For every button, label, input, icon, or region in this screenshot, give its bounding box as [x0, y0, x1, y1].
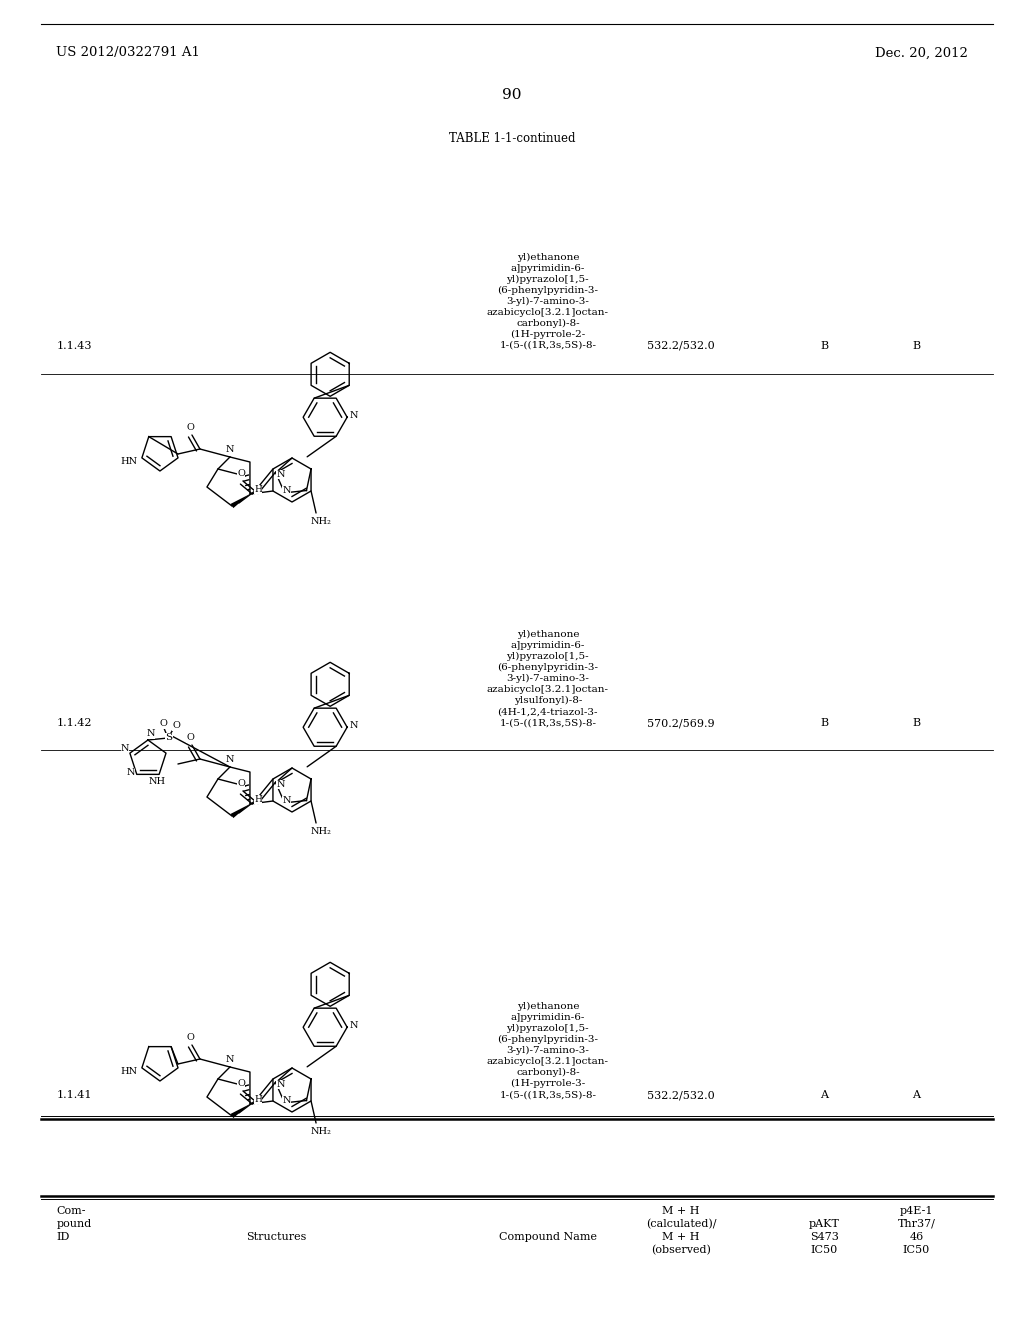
Text: yl)pyrazolo[1,5-: yl)pyrazolo[1,5- — [507, 1024, 589, 1034]
Text: 1.1.43: 1.1.43 — [56, 341, 92, 351]
Text: A: A — [912, 1090, 921, 1101]
Text: 90: 90 — [502, 88, 522, 102]
Text: B: B — [820, 341, 828, 351]
Text: N: N — [225, 1055, 234, 1064]
Text: (observed): (observed) — [651, 1245, 711, 1255]
Text: O: O — [237, 469, 245, 478]
Text: O: O — [186, 734, 194, 742]
Text: B: B — [912, 341, 921, 351]
Text: N: N — [350, 721, 358, 730]
Text: N: N — [276, 1080, 285, 1089]
Text: N: N — [146, 730, 156, 738]
Text: 1-(5-((1R,3s,5S)-8-: 1-(5-((1R,3s,5S)-8- — [500, 341, 596, 350]
Text: O: O — [186, 1034, 194, 1043]
Text: N: N — [283, 1097, 291, 1105]
Text: 46: 46 — [909, 1232, 924, 1242]
Text: NH₂: NH₂ — [310, 516, 332, 525]
Text: 532.2/532.0: 532.2/532.0 — [647, 341, 715, 351]
Text: HN: HN — [121, 1068, 138, 1077]
Text: p4E-1: p4E-1 — [900, 1206, 933, 1216]
Text: azabicyclo[3.2.1]octan-: azabicyclo[3.2.1]octan- — [486, 308, 609, 317]
Text: Com-: Com- — [56, 1206, 86, 1216]
Text: Structures: Structures — [247, 1232, 306, 1242]
Text: O: O — [237, 1078, 245, 1088]
Text: S: S — [166, 733, 172, 742]
Polygon shape — [230, 494, 250, 508]
Text: H: H — [254, 795, 262, 804]
Text: carbonyl)-8-: carbonyl)-8- — [516, 1068, 580, 1077]
Polygon shape — [230, 1104, 250, 1118]
Text: Compound Name: Compound Name — [499, 1232, 597, 1242]
Text: N: N — [276, 470, 285, 479]
Text: N: N — [350, 1020, 358, 1030]
Text: Thr37/: Thr37/ — [898, 1218, 935, 1229]
Text: azabicyclo[3.2.1]octan-: azabicyclo[3.2.1]octan- — [486, 1057, 609, 1067]
Text: N: N — [283, 796, 291, 805]
Text: IC50: IC50 — [811, 1245, 838, 1255]
Text: N: N — [127, 768, 135, 777]
Text: M + H: M + H — [663, 1206, 699, 1216]
Text: N: N — [276, 780, 285, 789]
Text: O: O — [237, 779, 245, 788]
Text: B: B — [820, 718, 828, 729]
Polygon shape — [230, 804, 250, 818]
Text: yl)ethanone: yl)ethanone — [516, 1002, 580, 1011]
Text: NH₂: NH₂ — [310, 826, 332, 836]
Text: A: A — [820, 1090, 828, 1101]
Text: S473: S473 — [810, 1232, 839, 1242]
Text: H: H — [254, 484, 262, 494]
Text: (6-phenylpyridin-3-: (6-phenylpyridin-3- — [498, 285, 598, 294]
Text: Dec. 20, 2012: Dec. 20, 2012 — [874, 46, 968, 59]
Text: N: N — [225, 755, 234, 763]
Text: N: N — [225, 445, 234, 454]
Text: 1.1.41: 1.1.41 — [56, 1090, 92, 1101]
Text: 1-(5-((1R,3s,5S)-8-: 1-(5-((1R,3s,5S)-8- — [500, 718, 596, 727]
Text: H: H — [254, 1094, 262, 1104]
Text: azabicyclo[3.2.1]octan-: azabicyclo[3.2.1]octan- — [486, 685, 609, 694]
Text: 570.2/569.9: 570.2/569.9 — [647, 718, 715, 729]
Text: 3-yl)-7-amino-3-: 3-yl)-7-amino-3- — [507, 1047, 589, 1056]
Text: O: O — [172, 722, 180, 730]
Text: a]pyrimidin-6-: a]pyrimidin-6- — [511, 1014, 585, 1022]
Text: (4H-1,2,4-triazol-3-: (4H-1,2,4-triazol-3- — [498, 708, 598, 715]
Text: (6-phenylpyridin-3-: (6-phenylpyridin-3- — [498, 663, 598, 672]
Text: (1H-pyrrole-2-: (1H-pyrrole-2- — [510, 330, 586, 339]
Text: yl)ethanone: yl)ethanone — [516, 252, 580, 261]
Text: M + H: M + H — [663, 1232, 699, 1242]
Text: O: O — [159, 719, 167, 729]
Text: a]pyrimidin-6-: a]pyrimidin-6- — [511, 264, 585, 272]
Text: TABLE 1-1-continued: TABLE 1-1-continued — [449, 132, 575, 145]
Text: 3-yl)-7-amino-3-: 3-yl)-7-amino-3- — [507, 297, 589, 306]
Text: HN: HN — [121, 458, 138, 466]
Text: IC50: IC50 — [903, 1245, 930, 1255]
Text: N: N — [350, 411, 358, 420]
Text: 532.2/532.0: 532.2/532.0 — [647, 1090, 715, 1101]
Text: 1-(5-((1R,3s,5S)-8-: 1-(5-((1R,3s,5S)-8- — [500, 1090, 596, 1100]
Text: (calculated)/: (calculated)/ — [646, 1218, 716, 1229]
Text: NH₂: NH₂ — [310, 1126, 332, 1135]
Text: carbonyl)-8-: carbonyl)-8- — [516, 318, 580, 327]
Text: yl)ethanone: yl)ethanone — [516, 630, 580, 639]
Text: yl)pyrazolo[1,5-: yl)pyrazolo[1,5- — [507, 275, 589, 284]
Text: N: N — [283, 486, 291, 495]
Text: O: O — [186, 424, 194, 433]
Text: ID: ID — [56, 1232, 70, 1242]
Text: NH: NH — [148, 777, 166, 785]
Text: pAKT: pAKT — [809, 1218, 840, 1229]
Text: 1.1.42: 1.1.42 — [56, 718, 92, 729]
Text: 3-yl)-7-amino-3-: 3-yl)-7-amino-3- — [507, 675, 589, 684]
Text: (1H-pyrrole-3-: (1H-pyrrole-3- — [510, 1080, 586, 1089]
Text: N: N — [121, 743, 129, 752]
Text: yl)pyrazolo[1,5-: yl)pyrazolo[1,5- — [507, 652, 589, 661]
Text: B: B — [912, 718, 921, 729]
Text: ylsulfonyl)-8-: ylsulfonyl)-8- — [514, 696, 582, 705]
Text: US 2012/0322791 A1: US 2012/0322791 A1 — [56, 46, 201, 59]
Text: a]pyrimidin-6-: a]pyrimidin-6- — [511, 642, 585, 649]
Text: pound: pound — [56, 1218, 91, 1229]
Text: (6-phenylpyridin-3-: (6-phenylpyridin-3- — [498, 1035, 598, 1044]
